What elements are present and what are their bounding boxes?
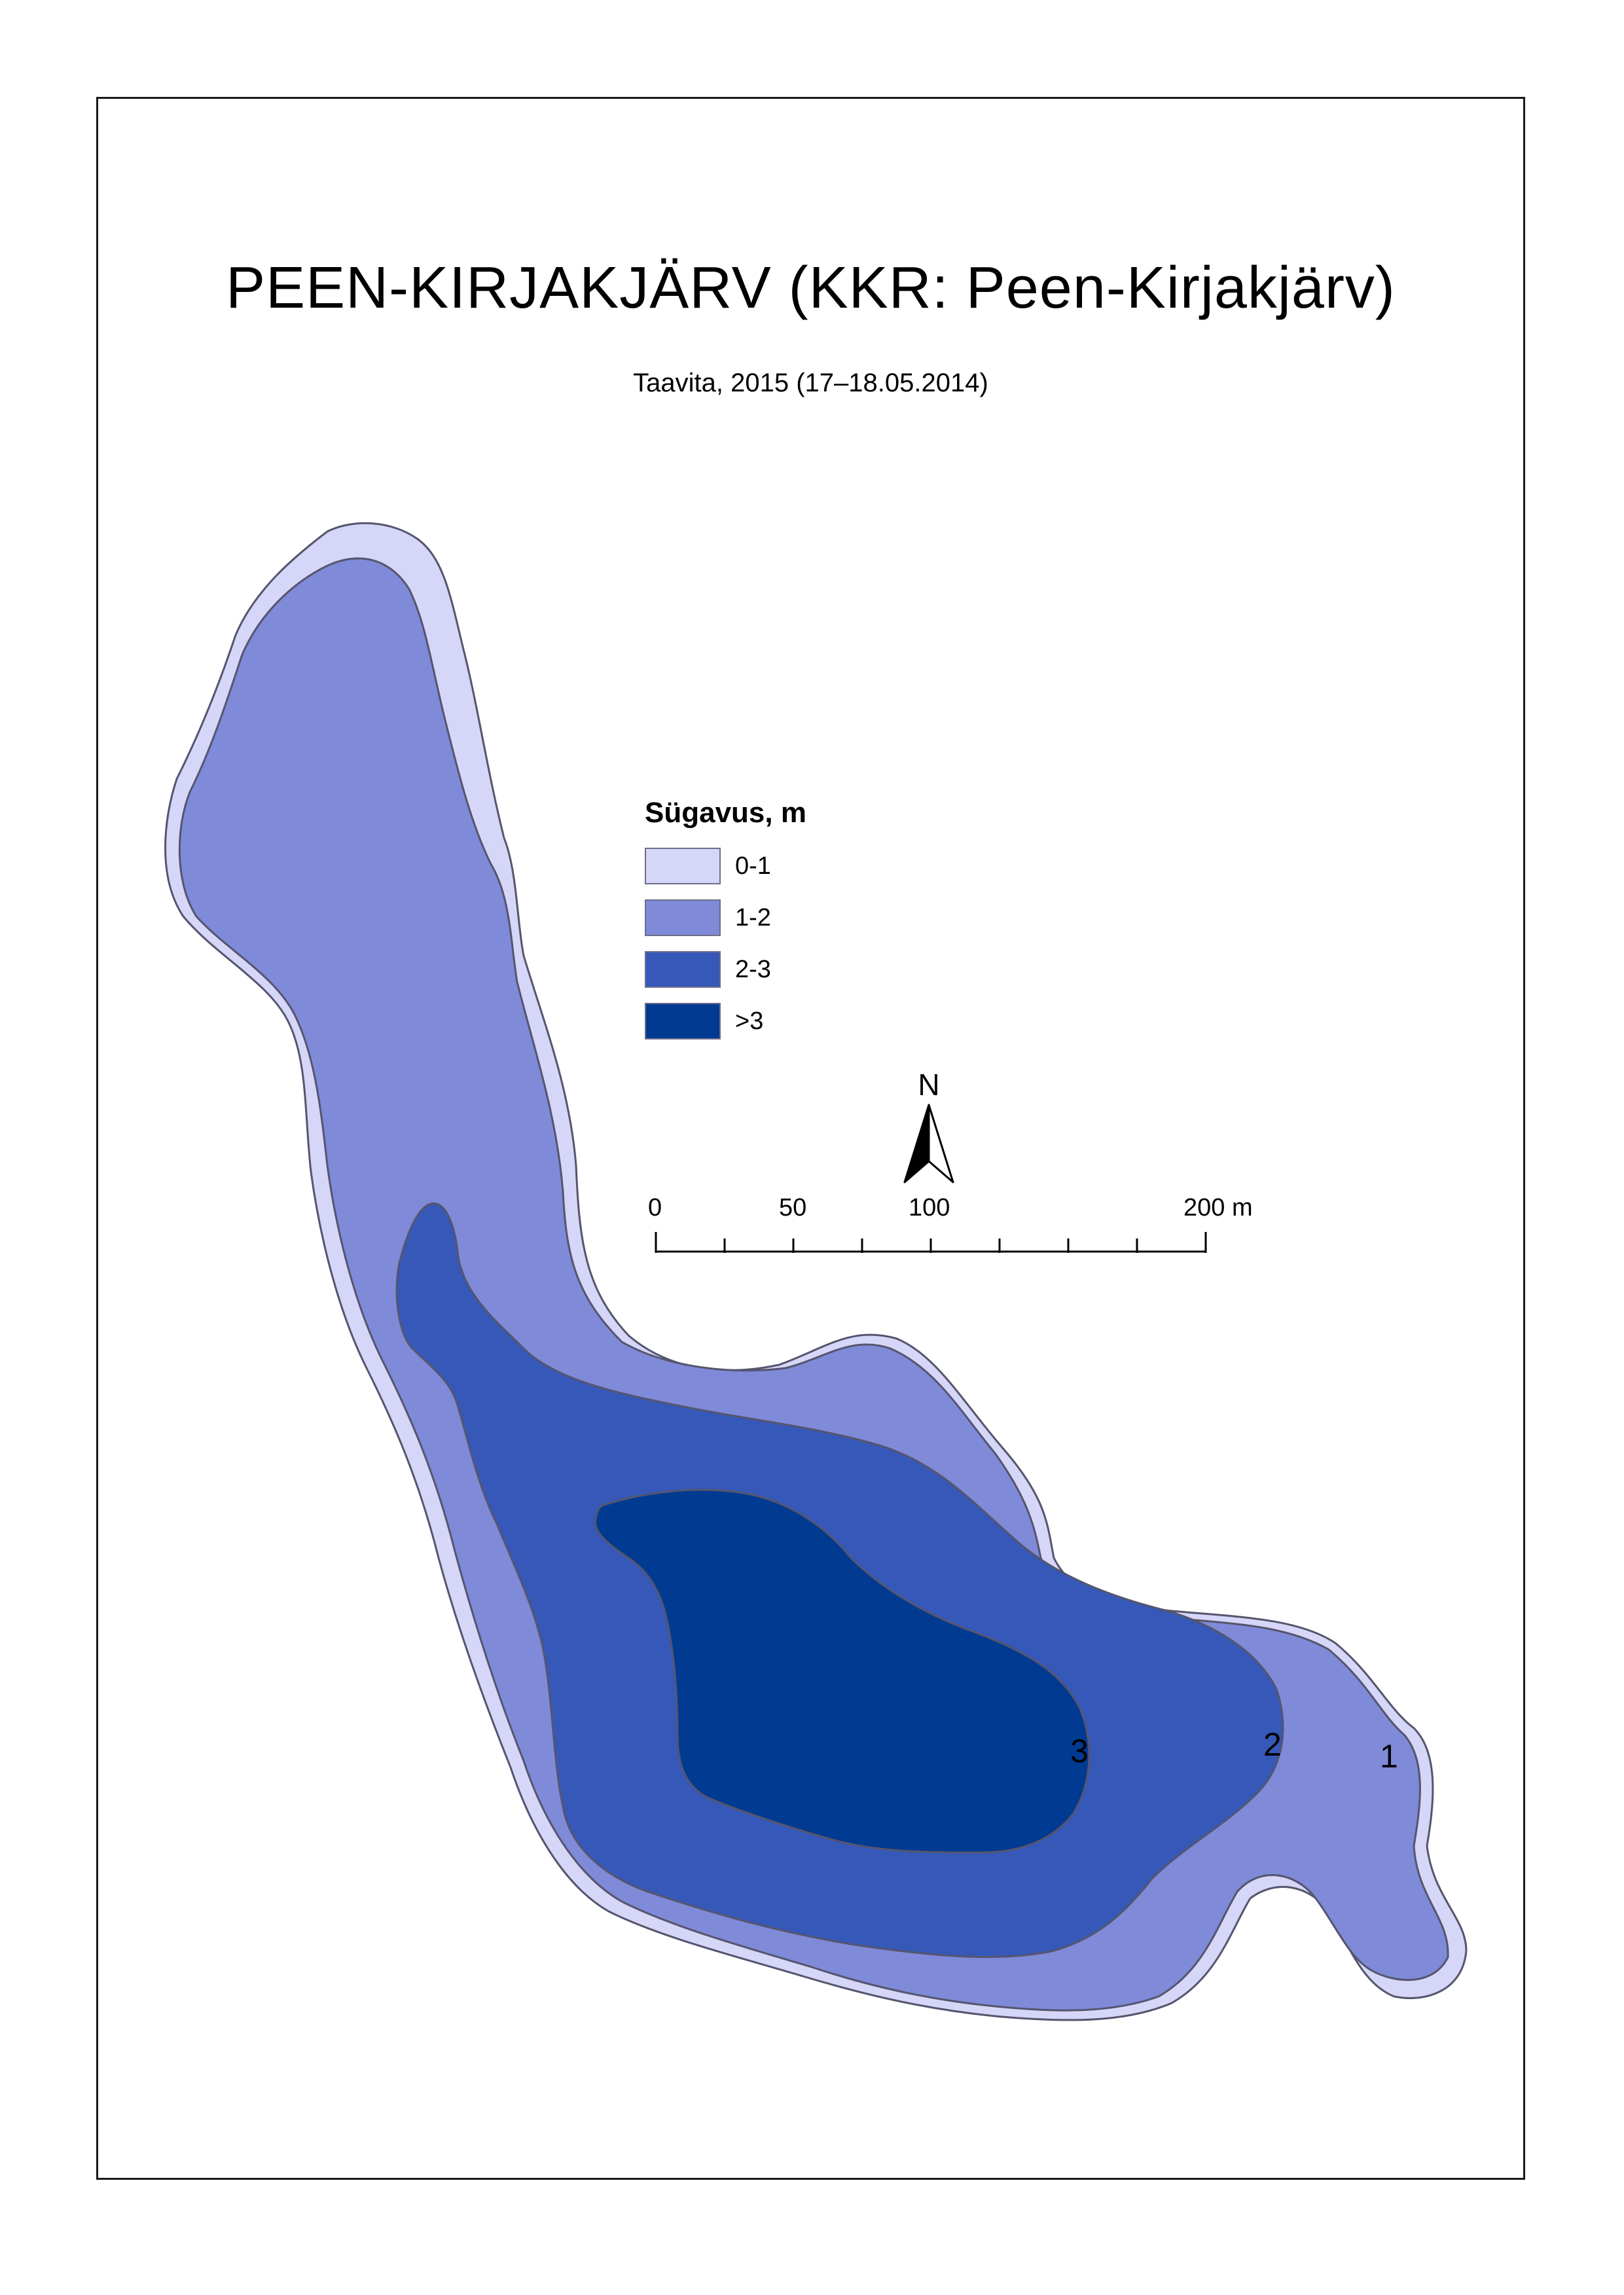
map-title: PEEN-KIRJAKJÄRV (KKR: Peen-Kirjakjärv) — [226, 255, 1396, 321]
legend-swatch — [645, 1003, 721, 1039]
scale-label-200: 200 m — [1183, 1194, 1253, 1221]
legend-item: >3 — [645, 1002, 907, 1040]
scale-label-0: 0 — [648, 1194, 662, 1221]
legend-label: >3 — [735, 1007, 764, 1035]
legend-item: 1-2 — [645, 899, 907, 937]
map-subtitle: Taavita, 2015 (17–18.05.2014) — [633, 369, 988, 397]
legend-swatch — [645, 951, 721, 988]
contour-label-1: 1 — [1380, 1738, 1398, 1775]
north-label: N — [918, 1068, 940, 1102]
legend: Sügavus, m 0-1 1-2 2-3 >3 — [645, 799, 907, 1054]
legend-label: 0-1 — [735, 852, 771, 880]
contour-label-2: 2 — [1263, 1726, 1282, 1763]
map-frame — [96, 97, 1525, 2180]
contour-label-3: 3 — [1070, 1733, 1089, 1769]
scale-label-50: 50 — [779, 1194, 807, 1221]
scale-bar — [655, 1232, 1207, 1253]
legend-item: 2-3 — [645, 950, 907, 988]
scale-label-100: 100 — [909, 1194, 950, 1221]
legend-swatch — [645, 899, 721, 936]
legend-label: 1-2 — [735, 904, 771, 931]
legend-title: Sügavus, m — [645, 797, 806, 829]
legend-label: 2-3 — [735, 956, 771, 983]
depth-zone-over-3 — [594, 1489, 1091, 1854]
north-arrow-icon — [903, 1104, 954, 1184]
legend-item: 0-1 — [645, 847, 907, 885]
legend-swatch — [645, 848, 721, 884]
